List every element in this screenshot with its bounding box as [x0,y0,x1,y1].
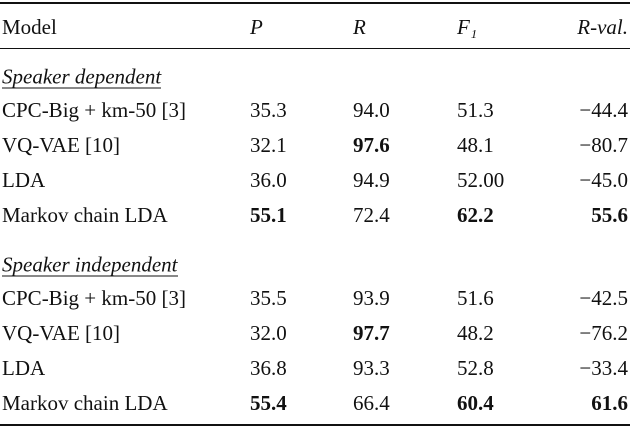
cell-value: 66.4 [353,391,390,415]
row-label: LDA [2,168,46,192]
cell-value: 48.2 [457,321,494,345]
cell-value: 36.8 [250,356,287,380]
cell-value: −33.4 [579,356,628,380]
cell-value: 55.6 [591,203,628,227]
cell-value: 94.9 [353,168,390,192]
cell-value: 55.4 [250,391,287,415]
cell-value: 48.1 [457,133,494,157]
cell-value: 94.0 [353,98,390,122]
column-header: R-val. [577,15,628,39]
header-rule [0,48,630,49]
row-label: Markov chain LDA [2,203,168,227]
column-header: F₁ [457,15,478,39]
cell-value: −44.4 [579,98,628,122]
section-label: Speaker dependent [2,64,162,89]
row-label: CPC-Big + km-50 [3] [2,98,186,122]
cell-value: 72.4 [353,203,390,227]
row-label: VQ-VAE [10] [2,133,121,157]
cell-value: 35.5 [250,286,287,310]
row-label: LDA [2,356,46,380]
cell-value: 61.6 [591,391,628,415]
cell-value: −45.0 [579,168,628,192]
cell-value: 36.0 [250,168,287,192]
cell-value: −42.5 [579,286,628,310]
cell-value: 51.3 [457,98,494,122]
cell-value: 93.9 [353,286,390,310]
cell-value: −80.7 [579,133,628,157]
cell-value: 93.3 [353,356,390,380]
cell-value: 32.1 [250,133,287,157]
cell-value: 97.7 [353,321,390,345]
cell-value: −76.2 [579,321,628,345]
row-label: VQ-VAE [10] [2,321,121,345]
row-label: CPC-Big + km-50 [3] [2,286,186,310]
cell-value: 51.6 [457,286,494,310]
cell-value: 52.8 [457,356,494,380]
section-label: Speaker independent [2,252,178,277]
column-header: Model [2,15,57,39]
cell-value: 35.3 [250,98,287,122]
cell-value: 62.2 [457,203,494,227]
bottom-rule [0,424,630,426]
top-rule [0,2,630,4]
cell-value: 60.4 [457,391,494,415]
cell-value: 97.6 [353,133,390,157]
cell-value: 32.0 [250,321,287,345]
column-header: R [353,15,366,39]
cell-value: 52.00 [457,168,505,192]
row-label: Markov chain LDA [2,391,168,415]
cell-value: 55.1 [250,203,287,227]
column-header: P [250,15,263,39]
